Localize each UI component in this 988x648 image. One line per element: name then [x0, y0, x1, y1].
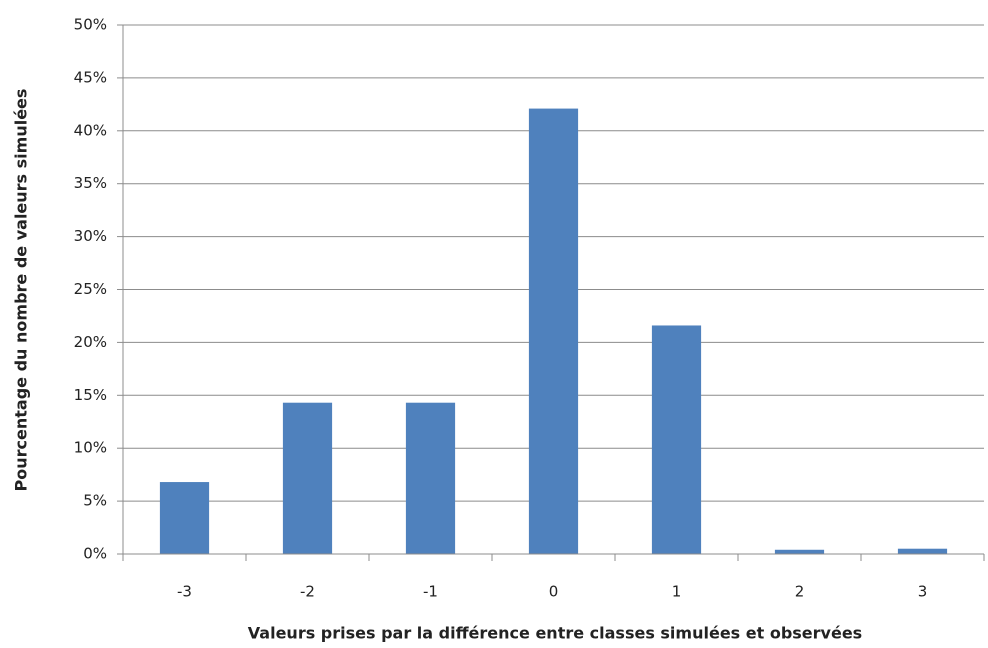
y-tick-label: 20%	[74, 333, 107, 351]
bar	[528, 108, 579, 554]
x-axis-title: Valeurs prises par la différence entre c…	[248, 624, 862, 643]
y-axis-title: Pourcentage du nombre de valeurs simulée…	[12, 89, 31, 492]
bar	[282, 402, 333, 554]
y-tick-label: 5%	[83, 492, 107, 510]
y-tick-label: 30%	[74, 227, 107, 245]
x-tick-label: -1	[423, 583, 438, 601]
y-tick-label: 25%	[74, 280, 107, 298]
x-tick-label: -2	[300, 583, 315, 601]
bar	[405, 402, 456, 554]
bar	[897, 548, 948, 554]
bar	[774, 549, 825, 554]
y-tick-label: 0%	[83, 545, 107, 563]
y-tick-label: 35%	[74, 174, 107, 192]
y-tick-label: 10%	[74, 439, 107, 457]
x-tick-label: 0	[549, 583, 559, 601]
y-tick-label: 40%	[74, 121, 107, 139]
x-tick-label: 3	[918, 583, 928, 601]
bar	[159, 482, 210, 554]
y-tick-label: 15%	[74, 386, 107, 404]
x-tick-label: 2	[795, 583, 805, 601]
x-tick-label: 1	[672, 583, 682, 601]
y-tick-label: 45%	[74, 68, 107, 86]
bar	[651, 325, 702, 554]
y-tick-label: 50%	[74, 16, 107, 34]
x-tick-label: -3	[177, 583, 192, 601]
